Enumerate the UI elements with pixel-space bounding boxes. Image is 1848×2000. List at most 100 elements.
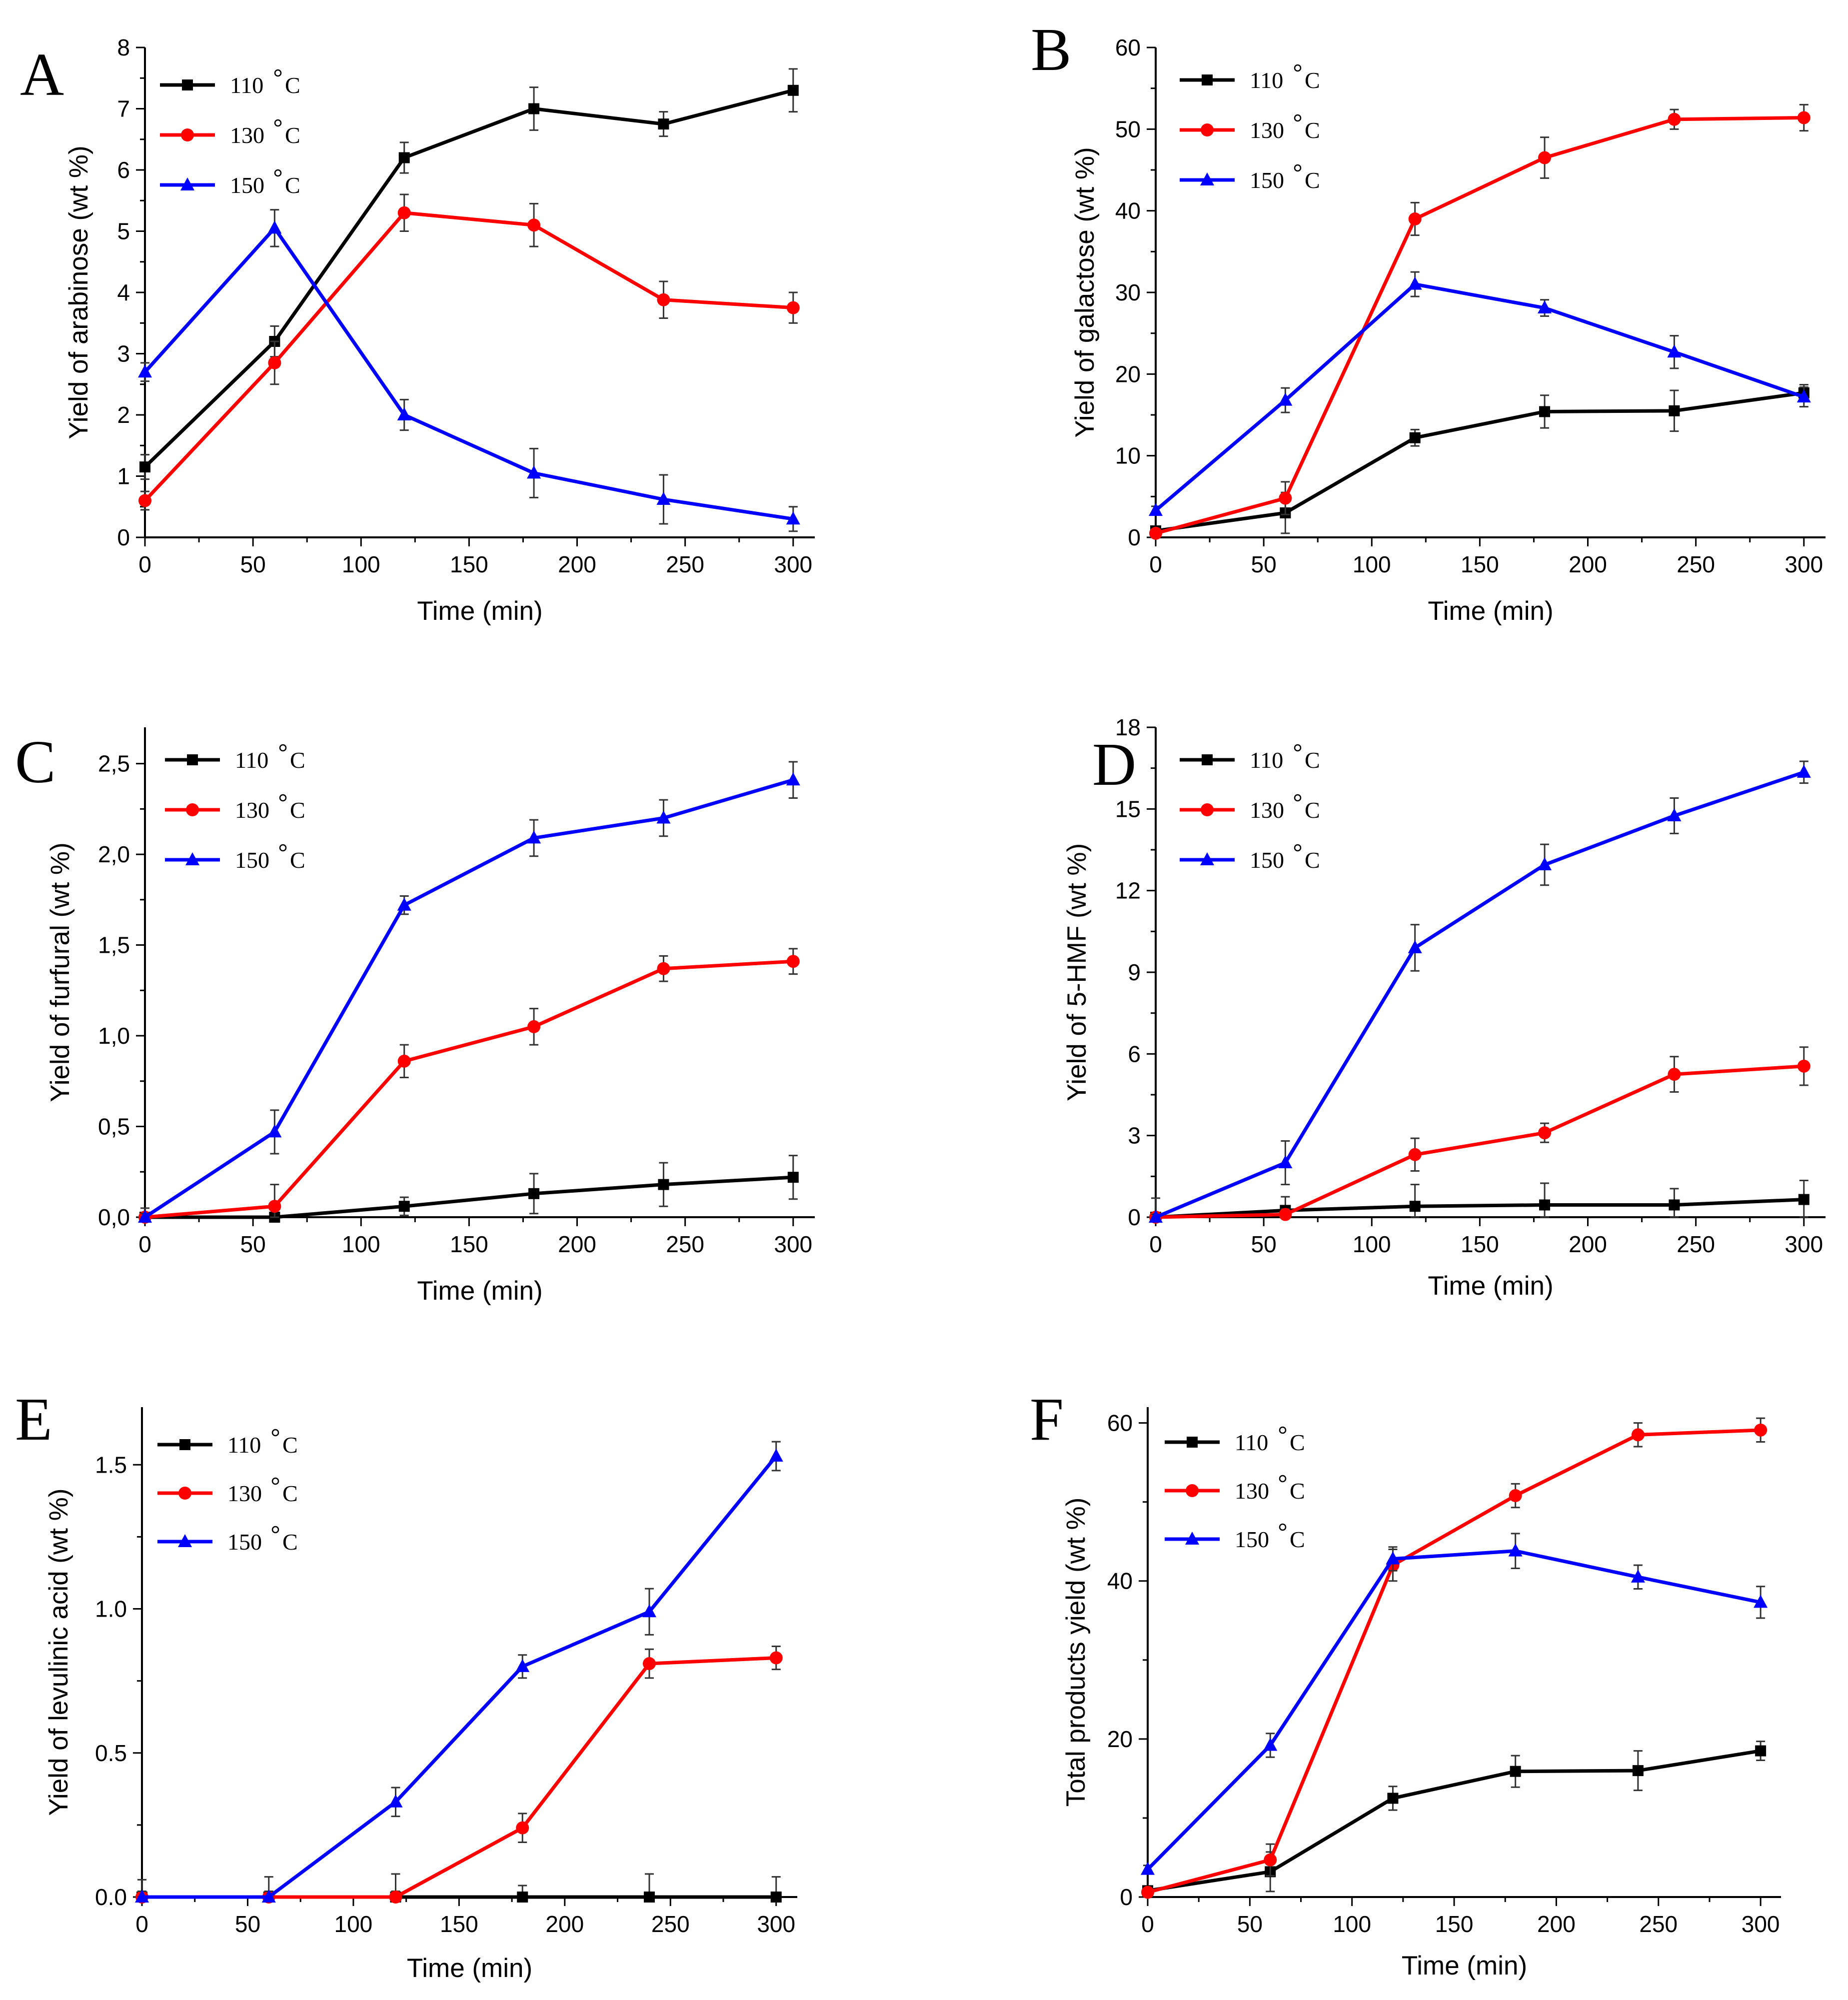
y-tick-label: 1.0: [95, 1596, 127, 1622]
y-tick-label: 0: [1120, 1884, 1133, 1910]
data-point: [642, 1657, 656, 1671]
x-tick-label: 100: [342, 1231, 380, 1257]
data-point: [1141, 1862, 1155, 1875]
series-line: [143, 226, 794, 521]
data-point: [642, 1604, 656, 1618]
degree-symbol: [1294, 744, 1302, 752]
panel-letter: D: [1092, 731, 1136, 798]
data-point: [1509, 1489, 1522, 1503]
data-point: [1538, 300, 1552, 314]
legend-item-150: 150 C: [160, 169, 300, 198]
x-tick-label: 200: [558, 1231, 596, 1257]
x-tick-label: 0: [1141, 1911, 1154, 1937]
x-tick-label: 150: [450, 1231, 488, 1257]
degree-symbol: [271, 1526, 279, 1534]
data-point: [1539, 1199, 1551, 1211]
y-tick-label: 7: [117, 96, 130, 122]
data-point: [1409, 1201, 1421, 1212]
data-point: [1755, 1745, 1767, 1757]
data-point: [1278, 392, 1293, 406]
legend-marker: [178, 1534, 192, 1547]
y-tick-label: 20: [1115, 361, 1141, 387]
legend-item-150: 150 C: [1180, 844, 1320, 873]
data-point: [1754, 1595, 1768, 1608]
series-150: [138, 209, 800, 532]
legend-unit: C: [290, 847, 305, 873]
x-tick-label: 50: [240, 1231, 266, 1257]
series-line: [1154, 282, 1805, 512]
legend-marker: [186, 803, 199, 816]
y-tick-label: 15: [1115, 796, 1141, 822]
x-axis-title: Time (min): [417, 1276, 542, 1306]
y-tick-label: 2: [117, 402, 130, 428]
series-line: [142, 1455, 778, 1899]
legend-item-130: 130 C: [160, 119, 300, 148]
series-line: [145, 1175, 793, 1219]
degree-symbol: [274, 169, 282, 177]
y-tick-label: 5: [117, 218, 130, 244]
y-tick-label: 9: [1128, 959, 1141, 985]
legend-marker: [182, 79, 193, 90]
x-tick-label: 100: [1353, 551, 1391, 577]
data-point: [1387, 1793, 1399, 1804]
data-point: [1264, 1853, 1277, 1867]
series-130: [138, 193, 800, 511]
series-line: [143, 211, 793, 502]
data-point: [1149, 1210, 1163, 1223]
x-tick-label: 200: [1569, 551, 1607, 577]
y-tick-label: 2,5: [98, 751, 130, 777]
x-tick-label: 200: [1569, 1231, 1607, 1257]
data-point: [261, 1890, 276, 1903]
data-point: [656, 810, 671, 824]
y-tick-label: 0: [117, 524, 130, 550]
series-line: [143, 88, 794, 468]
data-point: [268, 1200, 281, 1213]
series-line: [1146, 1549, 1761, 1871]
legend-label: 110: [1250, 67, 1283, 93]
data-point: [139, 461, 150, 473]
legend-label: 150: [1250, 847, 1284, 873]
series-150: [1141, 1533, 1768, 1875]
degree-symbol: [274, 119, 282, 127]
data-point: [787, 1172, 799, 1183]
data-point: [787, 84, 799, 96]
series-line: [1155, 115, 1804, 535]
legend-label: 110: [1250, 747, 1283, 773]
data-point: [267, 220, 282, 234]
legend-unit: C: [1290, 1478, 1305, 1504]
x-tick-label: 50: [235, 1911, 260, 1937]
x-tick-label: 250: [1677, 551, 1715, 577]
data-point: [389, 1891, 402, 1904]
x-axis-title: Time (min): [1428, 596, 1553, 626]
y-tick-label: 10: [1115, 443, 1141, 469]
legend-item-110: 110 C: [1180, 744, 1320, 773]
y-tick-label: 0,5: [98, 1114, 130, 1140]
x-axis-title: Time (min): [407, 1954, 532, 1983]
x-tick-label: 50: [1237, 1911, 1263, 1937]
y-tick-label: 3: [117, 341, 130, 367]
data-point: [138, 494, 151, 507]
y-axis-title: Total products yield (wt %): [1061, 1498, 1091, 1807]
data-point: [1279, 491, 1292, 505]
y-tick-label: 0: [1128, 524, 1141, 550]
data-point: [267, 1124, 282, 1138]
x-tick-label: 150: [1461, 551, 1499, 577]
legend-item-150: 150 C: [157, 1526, 298, 1555]
y-tick-label: 18: [1115, 714, 1141, 740]
y-tick-label: 30: [1115, 279, 1141, 305]
data-point: [658, 118, 669, 130]
data-point: [658, 1179, 669, 1190]
data-point: [643, 1892, 655, 1903]
legend-item-130: 130 C: [157, 1477, 298, 1506]
data-point: [527, 1020, 541, 1033]
degree-symbol: [1294, 844, 1302, 852]
y-tick-label: 12: [1115, 878, 1141, 904]
data-point: [1797, 764, 1811, 778]
legend-marker: [1187, 1437, 1198, 1448]
y-tick-label: 2,0: [98, 841, 130, 867]
series-line: [144, 778, 794, 1219]
legend-label: 150: [1235, 1527, 1269, 1552]
data-point: [786, 955, 800, 968]
chart-panel-f: F 0 50 100 150 200 250 300 0 20 40 60 Time (min) Tota…: [1030, 1386, 1781, 1981]
x-tick-label: 50: [240, 551, 266, 577]
